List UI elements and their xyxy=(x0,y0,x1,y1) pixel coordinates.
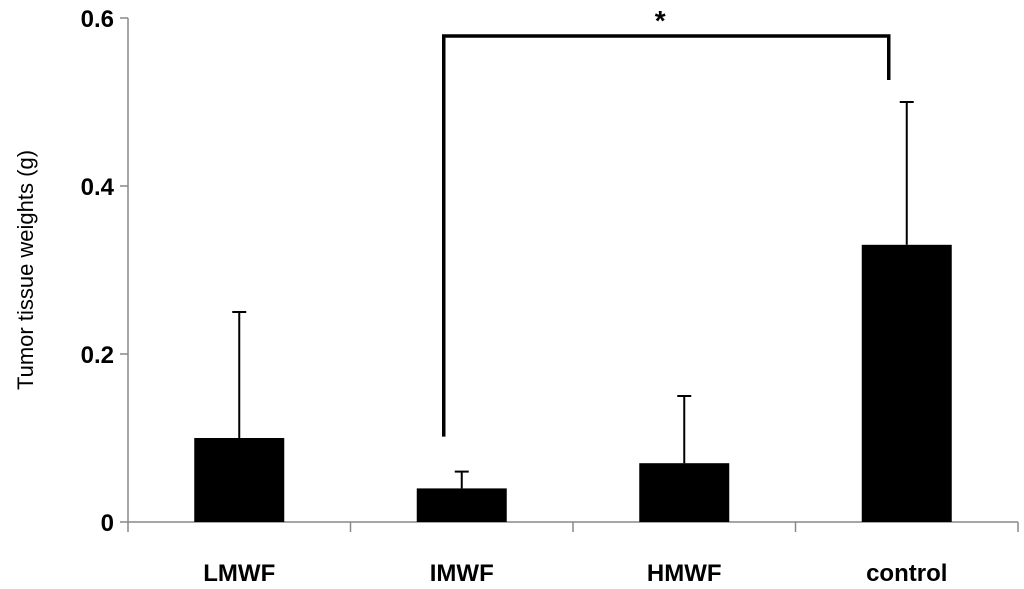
y-tick-label: 0 xyxy=(101,510,114,537)
x-ticks: LMWF IMWF HMWF control xyxy=(203,560,947,587)
bar-lmwf xyxy=(194,438,285,522)
x-tick-label: HMWF xyxy=(647,560,722,587)
bar-imwf xyxy=(416,488,507,522)
x-tick-label: LMWF xyxy=(203,560,275,587)
y-axis-title: Tumor tissue weights (g) xyxy=(13,150,38,390)
x-tick-label: IMWF xyxy=(430,560,494,587)
y-tick-label: 0.2 xyxy=(81,342,114,369)
significance-line xyxy=(442,34,891,437)
significance-asterisk: * xyxy=(655,5,666,36)
significance-bracket: * xyxy=(442,5,891,437)
bar-control xyxy=(861,244,952,523)
y-tick-label: 0.6 xyxy=(81,6,114,33)
y-tick-label: 0.4 xyxy=(81,174,115,201)
x-tick-label: control xyxy=(866,560,947,587)
bars xyxy=(194,101,952,523)
bar-hmwf xyxy=(639,463,730,522)
y-ticks: 0 0.2 0.4 0.6 xyxy=(81,6,128,537)
